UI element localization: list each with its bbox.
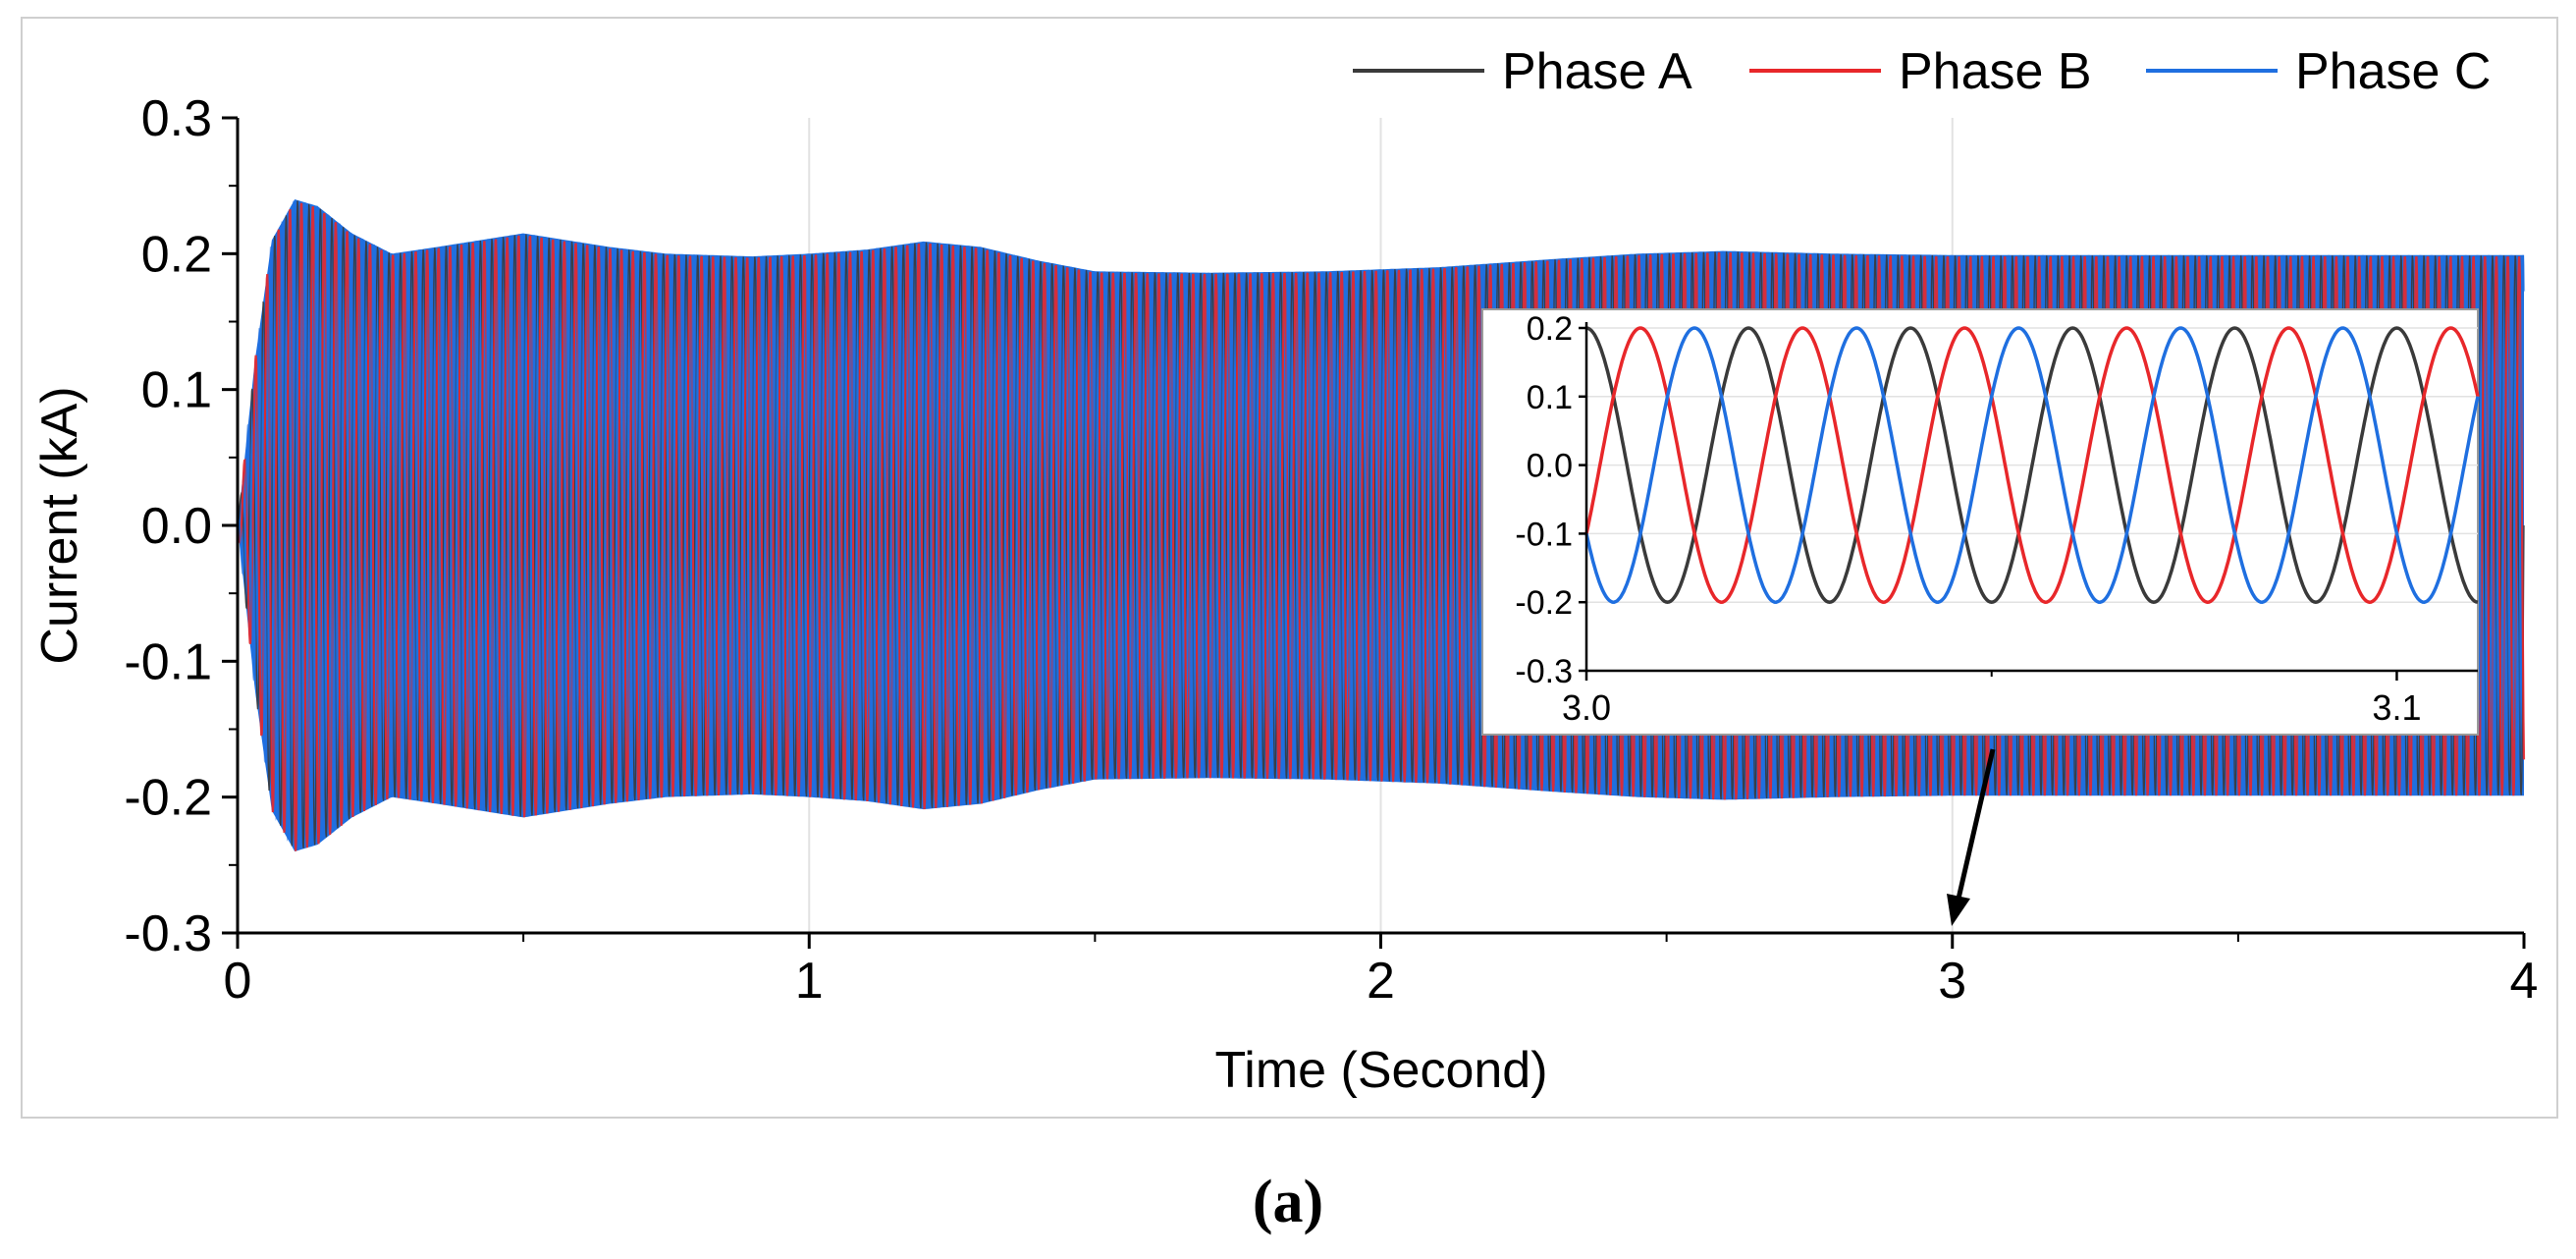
y-axis-label: Current (kA)	[31, 386, 88, 664]
x-axis-label: Time (Second)	[1214, 1042, 1547, 1099]
inset-y-tick-label: -0.3	[1515, 653, 1573, 690]
y-tick-label: -0.3	[124, 905, 212, 962]
x-tick-label: 3	[1938, 953, 1966, 1010]
inset-y-tick-label: -0.2	[1515, 584, 1573, 622]
inset-x-ticks: 3.0 3.1	[1562, 671, 2421, 728]
inset-x-tick-label: 3.0	[1562, 687, 1611, 728]
y-tick-label: 0.2	[141, 226, 212, 283]
series-line-phase-a	[237, 200, 2525, 848]
x-tick-label: 1	[795, 953, 824, 1010]
inset-y-ticks: 0.2 0.1 0.0 -0.1 -0.2 -0.3	[1515, 310, 1586, 690]
inset-series-line-phase-a	[1585, 326, 2479, 604]
inset-series-line-phase-c	[1584, 326, 2480, 604]
x-tick-label: 4	[2510, 953, 2539, 1010]
y-tick-label: 0.3	[141, 90, 212, 147]
inset-x-tick-label: 3.1	[2372, 687, 2421, 728]
legend-label-phase-c: Phase C	[2295, 43, 2491, 100]
inset-y-tick-label: 0.2	[1527, 310, 1573, 348]
y-tick-label: 0.1	[141, 362, 212, 419]
inset-chart: 3.0 3.1 0.2 0.1 0.0 -0.1 -0.2 -0.3	[1481, 308, 2480, 736]
legend-label-phase-a: Phase A	[1502, 43, 1692, 100]
x-tick-label: 2	[1367, 953, 1395, 1010]
inset-y-tick-label: 0.1	[1527, 379, 1573, 416]
inset-series-line-phase-b	[1584, 326, 2480, 604]
x-tick-label: 0	[224, 953, 252, 1010]
y-tick-label: -0.1	[124, 633, 212, 690]
series-line-phase-b	[236, 202, 2526, 851]
main-x-ticks: 0 1 2 3 4	[224, 933, 2539, 1010]
inset-pointer-arrow	[1947, 748, 1996, 926]
inset-y-tick-label: 0.0	[1527, 448, 1573, 485]
legend-label-phase-b: Phase B	[1899, 43, 2092, 100]
inset-y-tick-label: -0.1	[1515, 516, 1573, 553]
figure-caption: (a)	[1253, 1169, 1323, 1235]
y-tick-label: 0.0	[141, 498, 212, 555]
main-y-ticks: 0.3 0.2 0.1 0.0 -0.1 -0.2 -0.3	[124, 90, 238, 962]
y-tick-label: -0.2	[124, 770, 212, 827]
inset-series	[1584, 326, 2480, 604]
legend: Phase A Phase B Phase C	[1353, 43, 2491, 100]
inset-axes	[1584, 322, 2478, 673]
